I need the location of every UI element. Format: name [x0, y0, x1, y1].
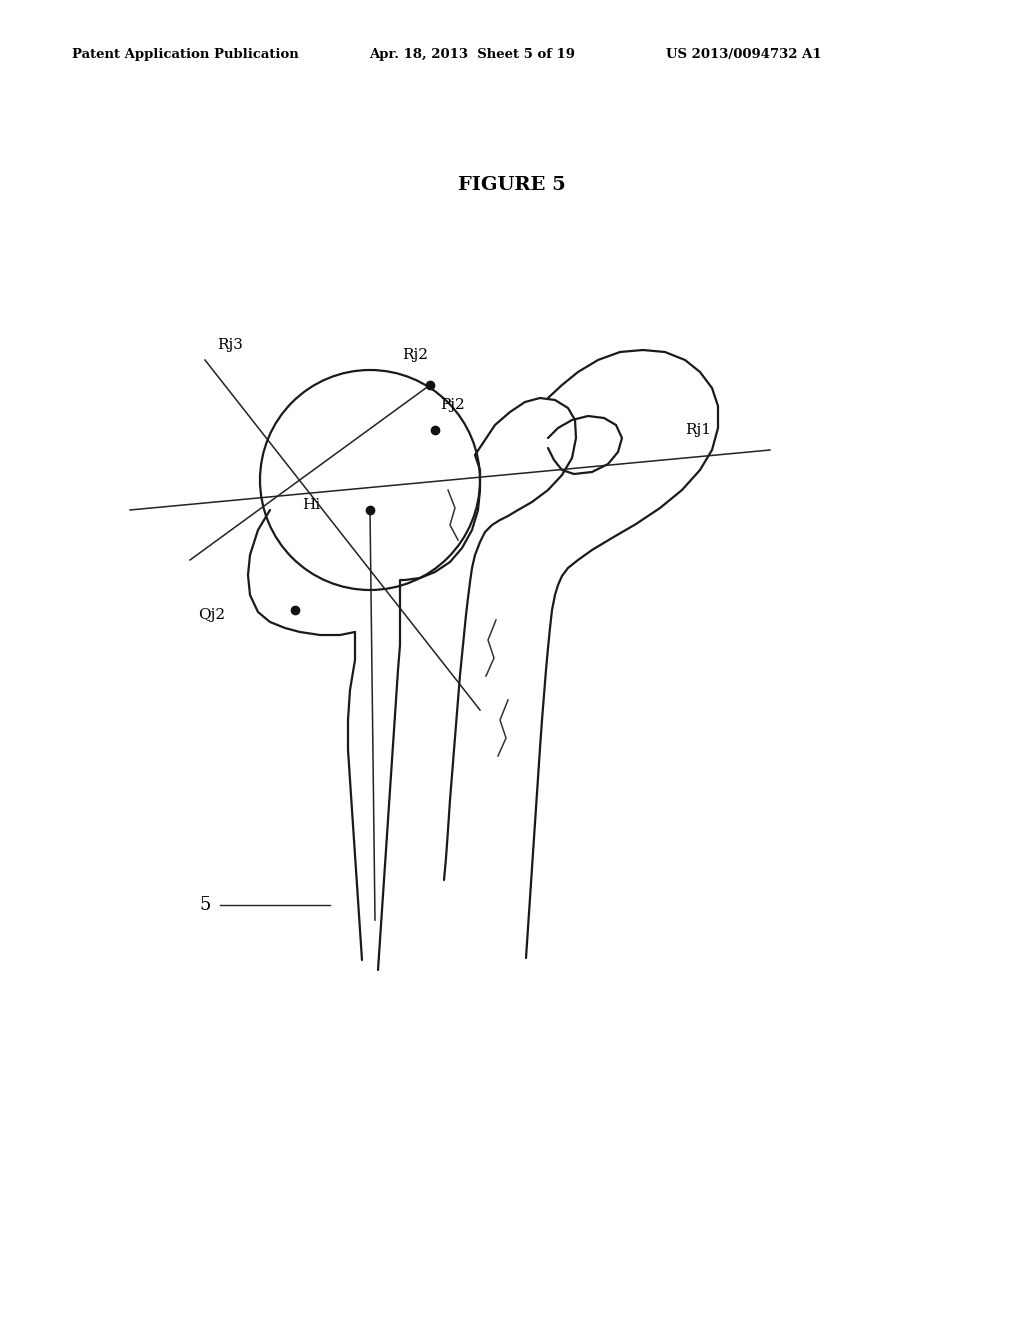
Text: Rj3: Rj3 — [217, 338, 243, 352]
Text: Apr. 18, 2013  Sheet 5 of 19: Apr. 18, 2013 Sheet 5 of 19 — [369, 48, 574, 61]
Text: Rj2: Rj2 — [402, 348, 428, 362]
Text: Qj2: Qj2 — [198, 609, 225, 622]
Text: FIGURE 5: FIGURE 5 — [458, 176, 566, 194]
Text: Hi: Hi — [302, 498, 319, 512]
Text: Pj2: Pj2 — [440, 399, 465, 412]
Text: US 2013/0094732 A1: US 2013/0094732 A1 — [666, 48, 821, 61]
Text: 5: 5 — [200, 896, 211, 913]
Text: Patent Application Publication: Patent Application Publication — [72, 48, 298, 61]
Text: Rj1: Rj1 — [685, 422, 711, 437]
